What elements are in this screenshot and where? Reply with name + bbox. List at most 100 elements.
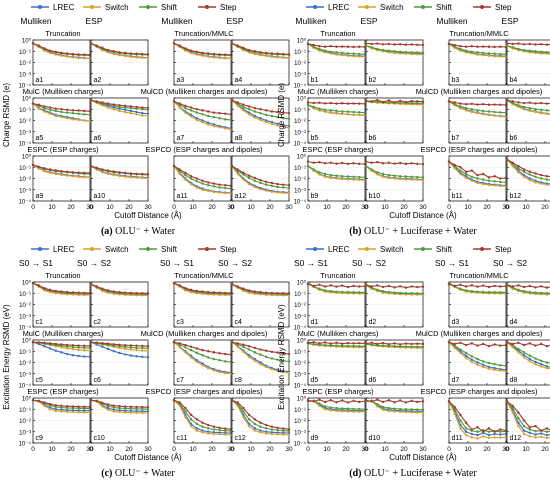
data-point-switch xyxy=(83,175,86,179)
data-point-step xyxy=(31,341,35,344)
row-title: MulC (Mulliken charges) xyxy=(298,87,379,96)
data-point-shift xyxy=(545,291,549,295)
data-point-shift xyxy=(43,106,46,110)
data-point-switch xyxy=(352,113,355,117)
data-point-step xyxy=(493,45,496,49)
panel-c7: c7 xyxy=(172,339,233,386)
x-tick-label: 30 xyxy=(86,204,94,211)
panel-label: c10 xyxy=(94,435,105,442)
y-tick-label: 10⁻³ xyxy=(19,188,31,194)
data-point-switch xyxy=(421,53,425,56)
legend-marker-switch xyxy=(365,5,369,9)
data-point-step xyxy=(195,289,198,293)
data-point-step xyxy=(404,100,408,104)
data-point-switch xyxy=(236,345,239,348)
data-point-step xyxy=(493,343,496,346)
data-point-lrec xyxy=(528,177,531,180)
x-tick-label: 0 xyxy=(306,204,310,211)
data-point-step xyxy=(329,161,332,164)
panel-d3: d3 xyxy=(447,281,508,328)
data-point-step xyxy=(95,341,98,344)
panel-c3: c3 xyxy=(172,281,233,328)
x-tick-label: 10 xyxy=(106,204,114,211)
data-point-step xyxy=(393,162,396,165)
data-point-switch xyxy=(287,56,291,60)
panel-a4: a4 xyxy=(230,39,291,86)
data-point-shift xyxy=(341,290,344,294)
data-point-step xyxy=(482,284,485,287)
data-point-step xyxy=(95,44,98,47)
data-point-step xyxy=(276,110,279,114)
data-point-shift xyxy=(540,177,543,180)
data-point-step xyxy=(247,174,251,177)
data-point-step xyxy=(141,344,144,348)
data-point-switch xyxy=(416,411,419,414)
legend-label-step: Step xyxy=(495,245,512,254)
data-point-step xyxy=(528,284,531,288)
data-point-switch xyxy=(146,411,150,415)
data-point-switch xyxy=(66,117,69,120)
data-point-step xyxy=(124,171,127,175)
data-point-shift xyxy=(265,355,268,359)
data-point-step xyxy=(224,184,227,187)
data-point-step xyxy=(242,406,245,410)
data-point-switch xyxy=(146,349,150,353)
data-point-lrec xyxy=(129,409,133,413)
data-point-shift xyxy=(129,407,133,410)
data-point-step xyxy=(416,285,419,289)
data-point-shift xyxy=(189,177,193,180)
x-tick-label: 30 xyxy=(502,204,510,211)
data-point-shift xyxy=(464,106,468,110)
data-point-step xyxy=(43,47,46,50)
x-tick-label: 30 xyxy=(285,204,293,211)
panel-label: b2 xyxy=(369,77,377,84)
data-point-switch xyxy=(453,346,456,350)
data-point-shift xyxy=(404,408,408,411)
data-point-shift xyxy=(129,106,133,110)
data-point-step xyxy=(66,108,69,112)
data-point-step xyxy=(476,344,479,347)
data-point-step xyxy=(323,341,327,344)
data-point-step xyxy=(101,287,104,290)
legend-marker-lrec xyxy=(313,5,317,9)
data-point-shift xyxy=(287,360,291,363)
y-tick-label: 10⁰ xyxy=(297,96,307,103)
data-point-step xyxy=(421,342,425,346)
data-point-step xyxy=(329,101,332,105)
data-point-step xyxy=(540,42,543,46)
data-point-step xyxy=(341,399,344,402)
data-point-step xyxy=(212,425,216,428)
data-point-shift xyxy=(522,48,526,52)
panel-label: a9 xyxy=(36,193,44,200)
data-point-step xyxy=(416,400,419,404)
data-point-step xyxy=(505,42,509,45)
data-point-shift xyxy=(499,111,502,114)
data-point-switch xyxy=(545,436,549,440)
data-point-step xyxy=(48,288,52,292)
data-point-switch xyxy=(118,109,121,113)
data-point-shift xyxy=(393,407,396,410)
data-point-shift xyxy=(545,109,549,112)
data-point-step xyxy=(364,399,368,402)
data-point-step xyxy=(306,42,310,46)
data-point-step xyxy=(312,43,315,47)
data-point-switch xyxy=(534,362,537,366)
data-point-switch xyxy=(242,178,245,181)
data-point-step xyxy=(230,42,234,45)
data-point-step xyxy=(48,402,52,406)
data-point-step xyxy=(189,175,193,178)
data-point-step xyxy=(88,291,92,295)
data-point-step xyxy=(346,45,350,48)
x-tick-label: 10 xyxy=(464,446,472,453)
data-point-shift xyxy=(112,406,115,409)
panel-label: d1 xyxy=(311,319,319,326)
data-point-switch xyxy=(517,171,520,174)
panel-label: c5 xyxy=(36,377,44,384)
data-point-step xyxy=(242,171,245,175)
data-point-shift xyxy=(346,290,350,294)
row-title: MulC (Mulliken charges) xyxy=(23,87,104,96)
data-point-switch xyxy=(381,175,385,179)
data-point-shift xyxy=(381,48,385,52)
